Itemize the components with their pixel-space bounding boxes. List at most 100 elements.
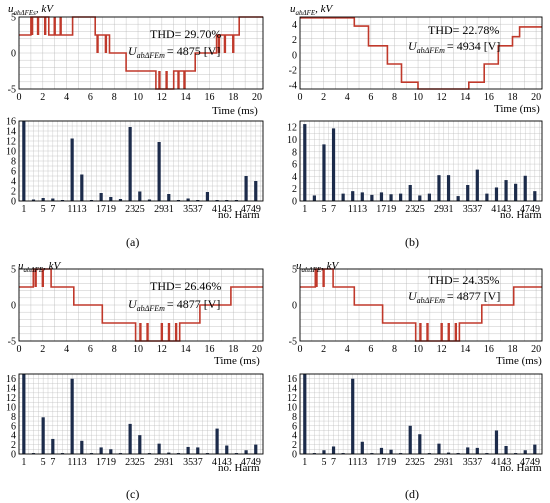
y-tick-label: 4: [292, 172, 297, 183]
pwm-notch: [41, 269, 45, 287]
x-tick-label: 2: [321, 92, 326, 103]
harmonic-bar: [80, 440, 84, 454]
plot-area: [300, 121, 542, 201]
harm-tick-label: 1113: [67, 457, 86, 468]
y-tick-label: 0: [11, 301, 16, 312]
harm-tick-label: 5: [321, 457, 326, 468]
y-tick-label: 0: [11, 450, 16, 461]
x-tick-label: 12: [157, 92, 167, 103]
y-tick-label: 0: [11, 49, 16, 60]
harmonic-bar: [215, 200, 219, 201]
y-tick-label: 12: [6, 393, 16, 404]
harm-tick-label: 1719: [376, 204, 396, 215]
harmonic-bar: [437, 443, 441, 454]
harmonic-bar: [41, 417, 45, 454]
harmonic-bar: [99, 447, 103, 454]
pwm-notch: [34, 269, 37, 287]
harm-tick-label: 29: [154, 204, 164, 215]
pwm-notch: [104, 35, 108, 53]
harmonic-bar: [389, 194, 393, 201]
harmonic-bar: [60, 200, 65, 201]
y-tick-label: 4: [292, 20, 297, 31]
harmonic-bar: [22, 374, 26, 454]
harmonic-bar: [128, 127, 132, 201]
harm-tick-label: 35: [183, 204, 193, 215]
harm-tick-label: 4143: [491, 457, 511, 468]
pwm-notch: [59, 17, 62, 35]
harm-tick-label: 4749: [520, 204, 540, 215]
harm-tick-label: 1719: [96, 457, 116, 468]
harmonic-bar: [138, 191, 142, 201]
x-tick-label: 2: [40, 344, 45, 355]
x-tick-label: 14: [181, 92, 191, 103]
harm-tick-label: 4749: [241, 457, 261, 468]
y-tick-label: 14: [6, 127, 16, 138]
harmonic-bar: [504, 446, 508, 454]
harmonic-bar: [466, 185, 470, 201]
x-tick-label: 0: [17, 344, 22, 355]
harm-tick-label: 35: [183, 457, 193, 468]
y-tick-label: -5: [289, 337, 297, 348]
harm-tick-label: 31: [444, 204, 454, 215]
harmonic-bar: [312, 195, 316, 201]
thd-text-d: THD= 24.35%: [428, 273, 499, 287]
y-tick-label: 16: [287, 374, 297, 385]
y-tick-label: 2: [292, 440, 297, 451]
harm-tick-label: 37: [193, 204, 203, 215]
pwm-notch: [53, 17, 56, 35]
harmonic-bar: [533, 191, 537, 201]
harm-tick-label: 23: [125, 457, 135, 468]
harmonic-bar: [138, 435, 142, 454]
y-tick-label: 0: [11, 197, 16, 208]
pwm-notch: [158, 71, 161, 89]
x-tick-label: 14: [181, 344, 191, 355]
harm-tick-label: 7: [331, 457, 336, 468]
ylabel-c: uabΔFE, kV: [18, 260, 62, 274]
pwm-notch: [223, 35, 227, 53]
harmonic-bar: [215, 428, 219, 454]
um-text-d: UabΔFEm = 4877 [V]: [408, 289, 500, 305]
y-tick-label: 12: [287, 393, 297, 404]
y-tick-label: 0: [292, 301, 297, 312]
harmonic-bar: [446, 175, 451, 201]
thd-text-a: THD= 29.70%: [150, 27, 221, 41]
harmonic-bar: [70, 138, 74, 201]
harmonic-bar: [485, 193, 489, 201]
pwm-notch: [322, 269, 325, 287]
pwm-notch: [315, 269, 318, 287]
harm-tick-label: 37: [193, 457, 203, 468]
y-tick-label: 10: [6, 147, 16, 158]
harmonic-bar: [244, 450, 248, 454]
y-tick-label: 10: [287, 135, 297, 146]
caption-d: (d): [405, 487, 419, 501]
pwm-notch: [217, 35, 221, 53]
harmonic-bar: [244, 176, 248, 201]
harm-tick-label: 25: [415, 457, 425, 468]
harm-tick-label: 1719: [96, 204, 116, 215]
x-tick-label: 10: [413, 92, 423, 103]
harmonic-bar: [370, 453, 374, 454]
harmonic-bar: [51, 198, 55, 201]
y-tick-label: 12: [287, 123, 297, 134]
x-tick-label: 10: [133, 92, 143, 103]
y-tick-label: 10: [287, 402, 297, 413]
plot-frame: [18, 120, 264, 202]
y-tick-label: 4: [11, 177, 16, 188]
harmonic-bar: [331, 128, 336, 201]
harmonic-bar: [389, 449, 393, 454]
harmonic-bar: [408, 185, 412, 201]
harmonic-bar: [514, 183, 518, 201]
harmonic-bar: [475, 169, 479, 201]
pwm-notch: [183, 71, 186, 89]
harm-tick-label: 31: [164, 457, 174, 468]
y-tick-label: 12: [6, 137, 16, 148]
harm-tick-label: 1113: [348, 204, 367, 215]
harmonic-bar: [437, 175, 441, 201]
pwm-notch: [177, 71, 180, 89]
harmonic-bar: [109, 197, 113, 201]
